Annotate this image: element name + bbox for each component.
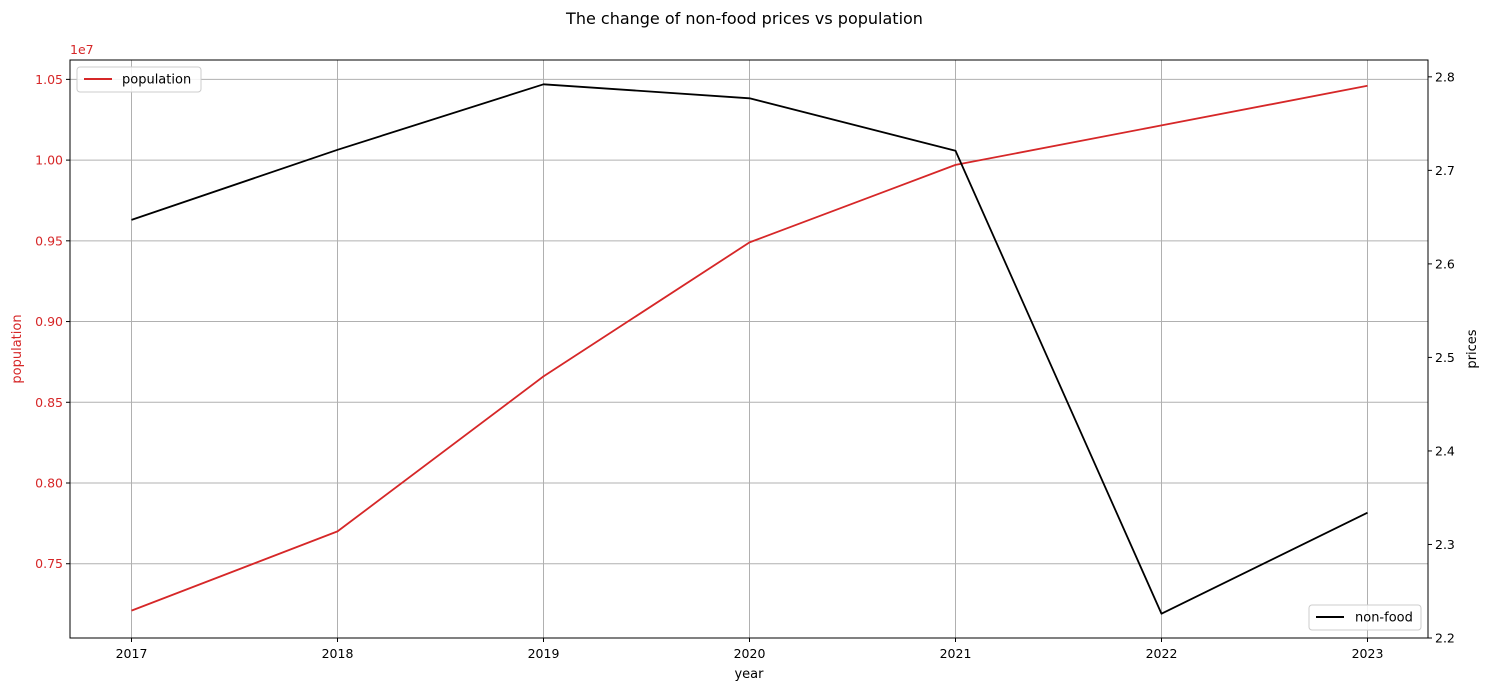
x-tick-label: 2023 bbox=[1352, 646, 1384, 661]
legend-non-food: non-food bbox=[1308, 604, 1422, 631]
right-y-tick-label: 2.7 bbox=[1435, 163, 1455, 178]
left-y-tick-label: 1.05 bbox=[35, 72, 63, 87]
left-y-axis: 0.75 0.80 0.85 0.90 0.95 1.00 1.05 bbox=[35, 72, 70, 571]
series-line-population bbox=[131, 84, 1368, 612]
right-y-axis-label: prices bbox=[1465, 329, 1480, 368]
x-axis-label: year bbox=[734, 667, 764, 682]
right-y-tick-label: 2.3 bbox=[1435, 537, 1455, 552]
x-axis: 2017 2018 2019 2020 2021 2022 2023 bbox=[116, 638, 1384, 661]
x-tick-label: 2021 bbox=[940, 646, 972, 661]
left-y-tick-label: 0.85 bbox=[35, 395, 63, 410]
left-y-axis-label: population bbox=[10, 314, 25, 383]
right-y-tick-label: 2.2 bbox=[1435, 631, 1455, 646]
right-y-tick-label: 2.6 bbox=[1435, 256, 1455, 271]
legend-non-food-label: non-food bbox=[1355, 611, 1413, 626]
legend-population-frame bbox=[76, 66, 202, 93]
right-y-tick-label: 2.5 bbox=[1435, 350, 1455, 365]
left-y-tick-label: 0.95 bbox=[35, 233, 63, 248]
x-tick-label: 2022 bbox=[1146, 646, 1178, 661]
x-tick-label: 2019 bbox=[528, 646, 560, 661]
grid bbox=[70, 60, 1428, 638]
x-tick-label: 2018 bbox=[322, 646, 354, 661]
left-y-axis-offset-label: 1e7 bbox=[70, 42, 94, 57]
x-tick-label: 2020 bbox=[734, 646, 766, 661]
right-y-tick-label: 2.4 bbox=[1435, 443, 1455, 458]
left-y-tick-label: 0.80 bbox=[35, 476, 63, 491]
x-tick-label: 2017 bbox=[116, 646, 148, 661]
left-y-tick-label: 1.00 bbox=[35, 153, 63, 168]
right-y-axis: 2.2 2.3 2.4 2.5 2.6 2.7 2.8 bbox=[1428, 69, 1455, 646]
series-line-non-food bbox=[131, 83, 1368, 615]
right-y-tick-label: 2.8 bbox=[1435, 69, 1455, 84]
chart-title: The change of non-food prices vs populat… bbox=[565, 9, 923, 28]
legend-non-food-frame bbox=[1308, 604, 1422, 631]
legend-population: population bbox=[76, 66, 202, 93]
series-layer bbox=[131, 83, 1368, 615]
left-y-tick-label: 0.75 bbox=[35, 556, 63, 571]
left-y-tick-label: 0.90 bbox=[35, 314, 63, 329]
legend-population-label: population bbox=[122, 73, 191, 88]
